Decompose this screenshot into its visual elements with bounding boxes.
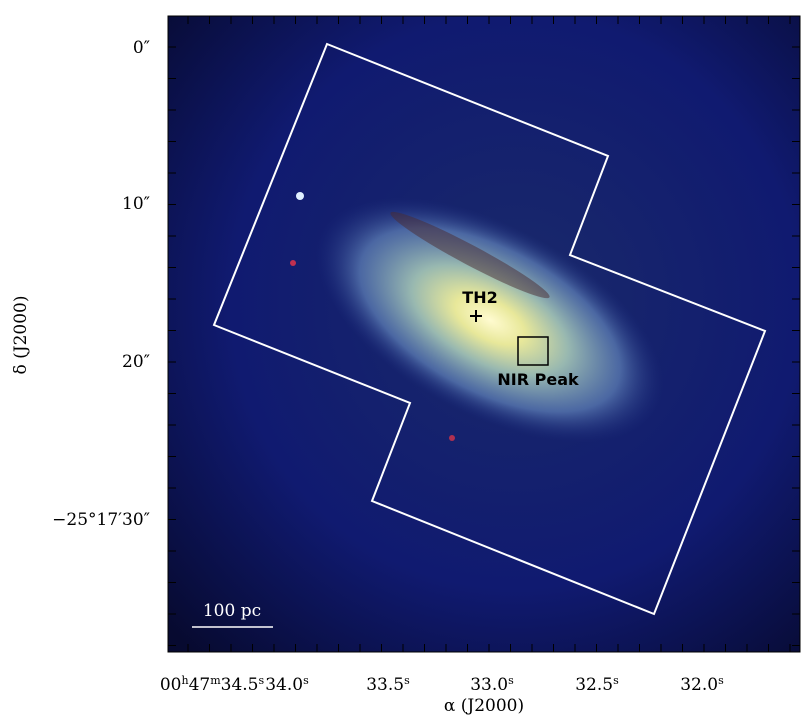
field-outline [212, 42, 767, 616]
x-tick-part: 47 [189, 675, 211, 695]
x-tick-part: s [259, 674, 265, 687]
x-tick-label: 34.0s [265, 674, 309, 696]
y-tick-labels: 0″ 10″ 20″ −25°17′30″ [52, 38, 150, 530]
source-label: TH2 [462, 288, 497, 307]
x-tick-label: 00h47m34.5s [160, 674, 265, 696]
x-tick-part: 32.5 [575, 675, 613, 695]
x-tick-label: 32.5s [575, 674, 619, 696]
x-tick-part: s [613, 674, 619, 687]
y-tick-label: 10″ [122, 194, 150, 214]
x-tick-part: h [181, 674, 188, 687]
peak-label: NIR Peak [497, 370, 579, 389]
x-tick-labels: 00h47m34.5s 34.0s 33.5s 33.0s 32.5s 32.0s [160, 674, 724, 696]
x-tick-label: 33.0s [470, 674, 514, 696]
x-tick-label: 32.0s [680, 674, 724, 696]
x-tick-label: 33.5s [366, 674, 410, 696]
scale-label: 100 pc [203, 601, 261, 621]
ticks [168, 16, 800, 652]
source-cross [470, 310, 482, 322]
y-tick-label: 20″ [122, 352, 150, 372]
x-tick-part: 33.5 [366, 675, 404, 695]
frame [167, 15, 801, 653]
y-axis-label: δ (J2000) [11, 296, 31, 375]
y-tick-label: 0″ [133, 38, 150, 58]
peak-box [517, 336, 549, 366]
x-tick-part: s [508, 674, 514, 687]
sky-image [168, 16, 800, 652]
x-tick-part: s [303, 674, 309, 687]
x-tick-part: 32.0 [680, 675, 718, 695]
x-tick-part: 34.0 [265, 675, 303, 695]
x-axis-label: α (J2000) [444, 696, 524, 716]
x-tick-part: 33.0 [470, 675, 508, 695]
y-tick-label: −25°17′30″ [52, 510, 150, 530]
x-tick-part: 00 [160, 675, 182, 695]
x-tick-part: 34.5 [221, 675, 259, 695]
x-tick-part: s [404, 674, 410, 687]
x-tick-part: s [718, 674, 724, 687]
x-tick-part: m [210, 674, 221, 687]
